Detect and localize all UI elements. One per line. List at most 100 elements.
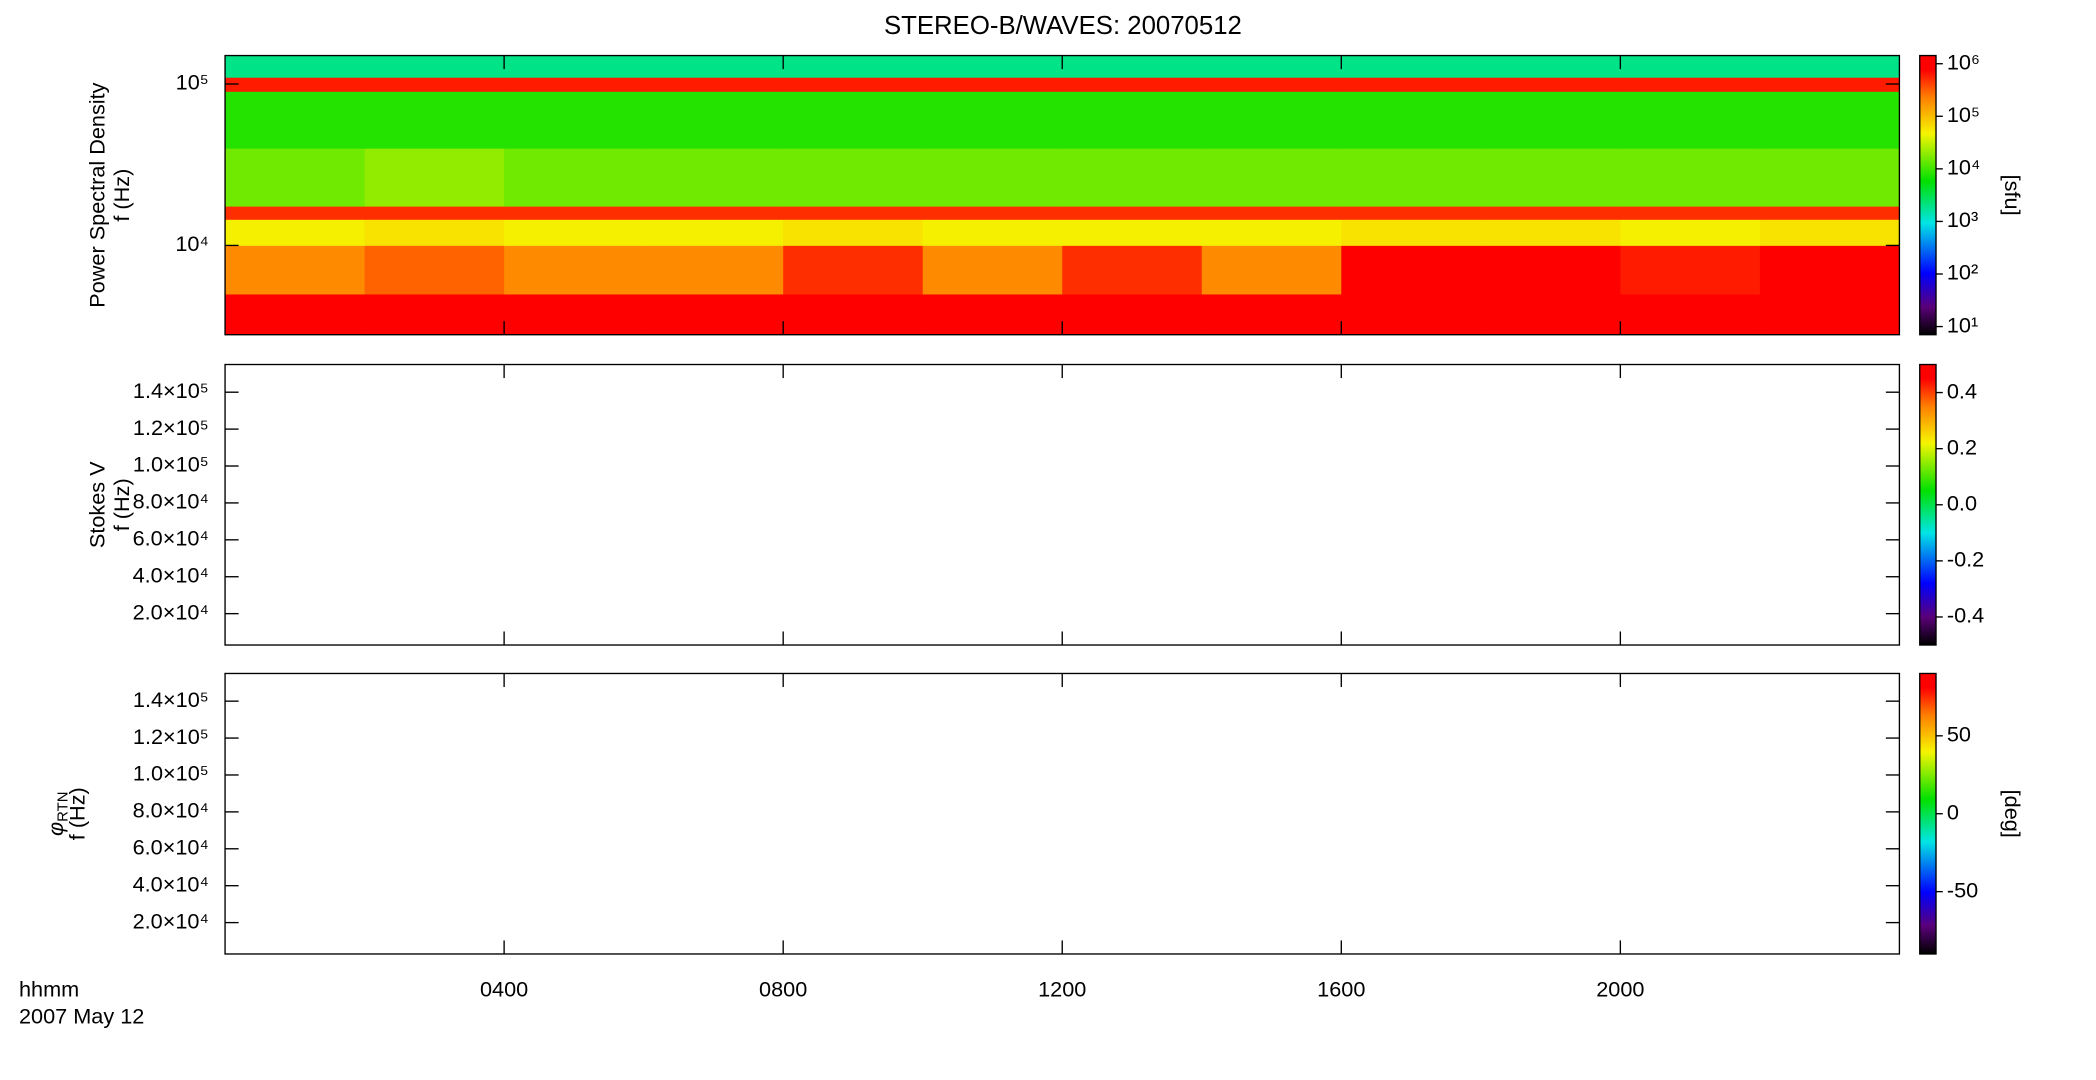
heatmap-cell <box>504 219 645 246</box>
heatmap-cell <box>1480 206 1621 220</box>
heatmap-cell <box>225 219 365 246</box>
y-tick-label: 2.0×10⁴ <box>133 599 209 624</box>
heatmap-cell <box>783 55 924 78</box>
heatmap-cell <box>1201 219 1342 246</box>
heatmap-cell <box>783 206 924 220</box>
x-tick-label: 0400 <box>480 976 528 1001</box>
heatmap-cell <box>1620 245 1761 295</box>
heatmap-cell <box>225 206 365 220</box>
heatmap-cell <box>504 77 645 92</box>
heatmap-cell <box>1201 294 1342 336</box>
heatmap-cell <box>643 219 784 246</box>
heatmap-cell <box>1062 206 1203 220</box>
y-tick-label: 6.0×10⁴ <box>133 835 209 860</box>
heatmap-cell <box>1620 294 1761 336</box>
heatmap-cell <box>922 91 1063 149</box>
heatmap-cell <box>643 206 784 220</box>
heatmap-cell <box>364 219 505 246</box>
y-tick-label: 1.2×10⁵ <box>133 724 209 749</box>
y-axis-unit: f (Hz) <box>64 787 89 840</box>
chart-title: STEREO-B/WAVES: 20070512 <box>884 12 1242 40</box>
colorbar-tick-label: -0.2 <box>1947 547 1984 572</box>
heatmap-cell <box>1759 77 1900 92</box>
heatmap-cell <box>783 245 924 295</box>
heatmap-cell <box>1341 245 1482 295</box>
heatmap-cell <box>643 77 784 92</box>
heatmap-cell <box>783 91 924 149</box>
heatmap-cell <box>922 219 1063 246</box>
y-axis-label: φRTN <box>43 791 72 835</box>
heatmap-cell <box>1341 206 1482 220</box>
colorbar-tick-label: 0.2 <box>1947 434 1977 459</box>
colorbar-tick-label: 0 <box>1947 799 1959 824</box>
heatmap-cell <box>1062 148 1203 207</box>
heatmap-cell <box>225 77 365 92</box>
y-axis-label: Stokes V <box>85 461 110 548</box>
x-tick-label: 2000 <box>1596 976 1644 1001</box>
heatmap-cell <box>364 294 505 336</box>
heatmap-cell <box>922 245 1063 295</box>
colorbar-tick-label: 10⁶ <box>1947 49 1980 74</box>
heatmap-cell <box>1759 55 1900 78</box>
heatmap-cell <box>364 77 505 92</box>
heatmap-cell <box>1480 91 1621 149</box>
y-tick-label: 1.0×10⁵ <box>133 452 209 477</box>
heatmap-cell <box>643 245 784 295</box>
heatmap-cell <box>643 148 784 207</box>
heatmap-cell <box>1062 294 1203 336</box>
colorbar <box>1919 54 1937 336</box>
heatmap-cell <box>922 294 1063 336</box>
colorbar <box>1919 672 1937 955</box>
y-tick-label: 1.4×10⁵ <box>133 687 209 712</box>
heatmap-cell <box>643 294 784 336</box>
heatmap-cell <box>1620 55 1761 78</box>
y-tick-label: 2.0×10⁴ <box>133 908 209 933</box>
plot-frame <box>224 672 1901 955</box>
heatmap-cell <box>922 55 1063 78</box>
colorbar-tick-label: 50 <box>1947 722 1971 747</box>
heatmap-cell <box>922 206 1063 220</box>
heatmap-cell <box>1759 91 1900 149</box>
heatmap-cell <box>1759 245 1900 295</box>
x-tick-label: 0800 <box>759 976 807 1001</box>
heatmap-cell <box>1341 55 1482 78</box>
heatmap-cell <box>1062 55 1203 78</box>
y-tick-label: 4.0×10⁴ <box>133 562 209 587</box>
y-tick-label: 1.0×10⁵ <box>133 761 209 786</box>
colorbar-tick-label: -0.4 <box>1947 603 1984 628</box>
plot-frame <box>224 363 1901 646</box>
y-tick-label: 1.4×10⁵ <box>133 378 209 403</box>
heatmap-cell <box>504 91 645 149</box>
heatmap-cell <box>1620 91 1761 149</box>
heatmap-cell <box>1759 206 1900 220</box>
heatmap-cell <box>1620 148 1761 207</box>
heatmap-cell <box>1480 77 1621 92</box>
colorbar-label: [sfu] <box>2000 175 2025 216</box>
heatmap-cell <box>1201 91 1342 149</box>
colorbar-tick-label: 0.4 <box>1947 378 1977 403</box>
y-tick-label: 10⁴ <box>175 231 208 256</box>
heatmap-cell <box>1201 148 1342 207</box>
heatmap-cell <box>643 55 784 78</box>
y-tick-label: 6.0×10⁴ <box>133 526 209 551</box>
heatmap-cell <box>504 206 645 220</box>
heatmap-cell <box>1480 294 1621 336</box>
heatmap-cell <box>1341 77 1482 92</box>
heatmap-cell <box>1201 55 1342 78</box>
heatmap-cell <box>1341 294 1482 336</box>
heatmap-cell <box>225 245 365 295</box>
heatmap-cell <box>1062 245 1203 295</box>
heatmap-cell <box>1062 91 1203 149</box>
heatmap-cell <box>1201 206 1342 220</box>
y-axis-unit: f (Hz) <box>109 169 134 222</box>
y-axis-unit: f (Hz) <box>109 478 134 531</box>
heatmap-cell <box>1759 294 1900 336</box>
heatmap-cell <box>783 294 924 336</box>
heatmap-cell <box>504 55 645 78</box>
heatmap-cell <box>922 148 1063 207</box>
heatmap-cell <box>1620 206 1761 220</box>
heatmap-cell <box>225 294 365 336</box>
y-tick-label: 10⁵ <box>176 70 209 95</box>
heatmap-cell <box>364 91 505 149</box>
y-axis-symbol: φ <box>43 822 68 836</box>
